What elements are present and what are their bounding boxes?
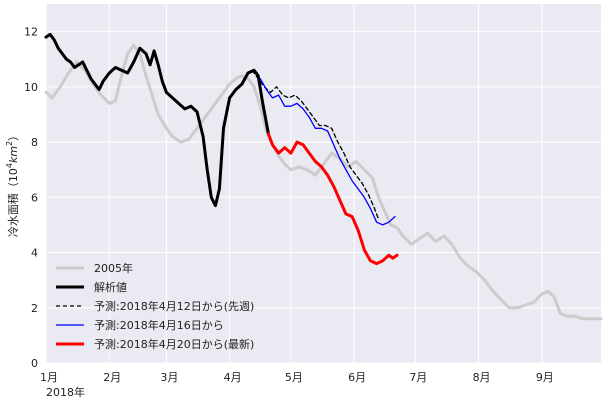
x-tick-label: 7月 — [409, 371, 427, 384]
series-line-3 — [259, 77, 396, 226]
y-axis-label-exp: 4 — [5, 163, 14, 168]
y-axis-label: 冷水面積（104km2） — [5, 130, 20, 237]
y-axis-label-close: ） — [7, 130, 20, 141]
x-axis-year-label: 2018年 — [46, 385, 85, 399]
x-tick-label: 2月 — [103, 371, 121, 384]
y-axis-label-main: 冷水面積（ — [6, 182, 20, 237]
y-tick-label: 4 — [31, 247, 38, 260]
y-tick-label: 12 — [24, 26, 38, 39]
y-axis-label-unit-exp: 2 — [5, 141, 14, 146]
series-line-0 — [44, 43, 603, 321]
y-axis-label-unit: km — [7, 146, 20, 163]
series-line-2 — [251, 69, 380, 221]
legend-label: 解析値 — [94, 280, 127, 294]
series-line-4 — [266, 132, 399, 266]
y-tick-label: 0 — [31, 357, 38, 370]
y-tick-label: 6 — [31, 191, 38, 204]
series-lines — [44, 32, 603, 321]
x-tick-label: 8月 — [473, 371, 491, 384]
legend-label: 予測:2018年4月20日から(最新) — [94, 337, 254, 351]
y-axis-ticks: 0 2 4 6 8 10 12 — [24, 26, 38, 370]
grid-lines — [45, 4, 601, 364]
y-tick-label: 2 — [31, 302, 38, 315]
x-axis-ticks: 1月 2月 3月 4月 5月 6月 7月 8月 9月 — [40, 371, 554, 384]
legend-label: 予測:2018年4月16日から — [94, 318, 224, 332]
x-tick-label: 9月 — [536, 371, 554, 384]
x-tick-label: 4月 — [224, 371, 242, 384]
legend-label: 2005年 — [94, 261, 133, 275]
x-tick-label: 3月 — [160, 371, 178, 384]
plot-background — [46, 4, 601, 363]
x-tick-label: 6月 — [348, 371, 366, 384]
y-axis-label-base: 10 — [7, 168, 20, 182]
x-tick-label: 5月 — [285, 371, 303, 384]
x-tick-label: 1月 — [40, 371, 58, 384]
y-tick-label: 10 — [24, 81, 38, 94]
series-line-1 — [44, 32, 270, 208]
legend-label: 予測:2018年4月12日から(先週) — [94, 299, 254, 313]
y-tick-label: 8 — [31, 136, 38, 149]
